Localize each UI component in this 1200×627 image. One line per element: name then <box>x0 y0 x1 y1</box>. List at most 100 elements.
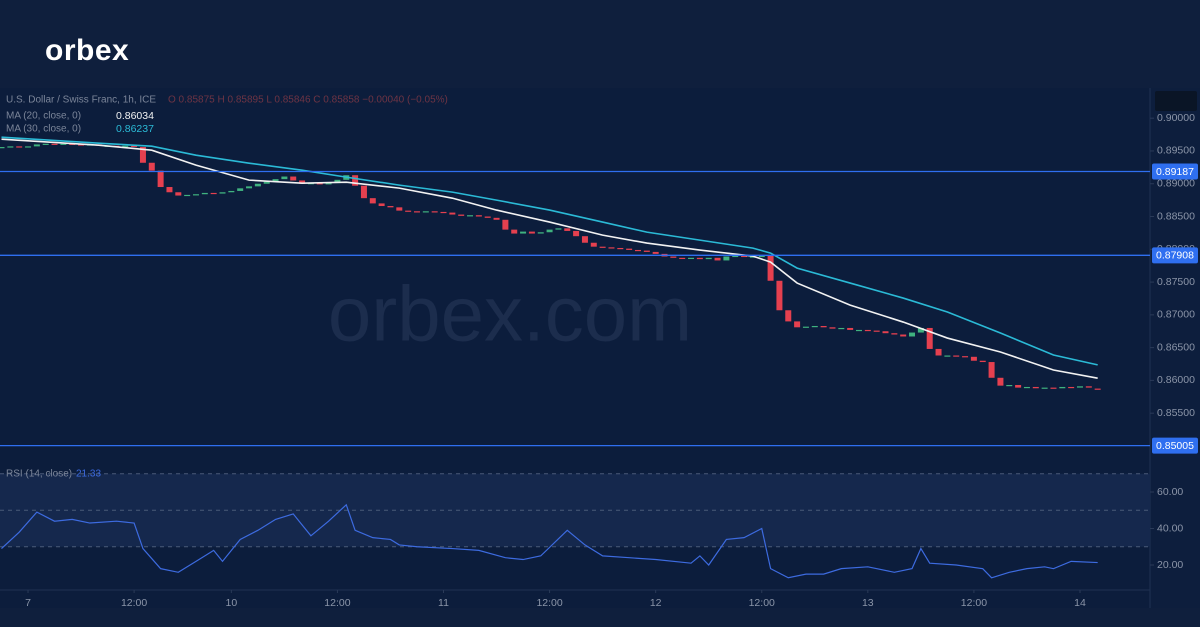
level-label: 0.87908 <box>1156 250 1194 262</box>
candle <box>16 146 23 148</box>
level-label: 0.85005 <box>1156 440 1194 452</box>
candle <box>33 144 40 147</box>
candle <box>599 246 606 248</box>
candle <box>1032 386 1039 389</box>
candle <box>1076 386 1083 388</box>
level-label-box <box>1152 437 1198 454</box>
candle <box>997 377 1004 386</box>
candle <box>944 355 951 357</box>
x-tick-label: 12:00 <box>749 597 775 609</box>
candle <box>42 143 49 145</box>
x-tick-label: 12:00 <box>121 597 147 609</box>
level-label-box <box>1152 247 1198 264</box>
candle <box>723 256 730 261</box>
candle <box>626 248 633 250</box>
y-tick-label: 0.85500 <box>1157 407 1195 419</box>
candle <box>396 207 403 211</box>
candle <box>484 216 491 218</box>
candle <box>25 146 32 148</box>
candle <box>475 215 482 217</box>
candle <box>696 257 703 260</box>
candle <box>838 327 845 330</box>
candle <box>1059 386 1066 389</box>
candle <box>440 211 447 214</box>
rsi-line <box>1 503 1098 579</box>
candle <box>590 242 597 247</box>
level-label-box <box>1152 163 1198 180</box>
logo: orbex <box>45 34 129 67</box>
candle <box>573 230 580 237</box>
candle <box>290 176 297 181</box>
candle <box>387 206 394 208</box>
candle <box>166 187 173 193</box>
candle <box>467 215 474 217</box>
candle <box>979 360 986 363</box>
candle <box>520 231 527 234</box>
candle <box>829 327 836 329</box>
candle <box>785 310 792 322</box>
y-tick-label: 60.00 <box>1157 486 1183 498</box>
candle <box>369 198 376 204</box>
candle <box>555 228 562 230</box>
candle <box>254 183 261 187</box>
candle <box>652 251 659 254</box>
candle <box>378 203 385 207</box>
y-tick-label: 40.00 <box>1157 522 1183 534</box>
candle <box>988 362 995 378</box>
candle <box>688 257 695 260</box>
candle <box>705 257 712 260</box>
legend-name: MA (20, close, 0) <box>6 111 81 122</box>
x-tick-label: 13 <box>862 597 874 609</box>
candle <box>449 212 456 215</box>
candle <box>873 330 880 332</box>
candle <box>228 190 235 193</box>
candle <box>1085 386 1092 388</box>
candle <box>1015 384 1022 388</box>
candle <box>776 280 783 311</box>
y-tick-label: 0.89000 <box>1157 178 1195 190</box>
y-tick-label: 0.88500 <box>1157 210 1195 222</box>
candle <box>741 255 748 258</box>
candle <box>864 329 871 332</box>
y-tick-label: 0.89500 <box>1157 145 1195 157</box>
candle <box>316 183 323 185</box>
y-tick-label: 0.90000 <box>1157 112 1195 124</box>
watermark: orbex.com <box>328 270 692 358</box>
candle <box>184 194 191 197</box>
candle <box>405 210 412 212</box>
candle <box>334 179 341 184</box>
candle <box>272 179 279 182</box>
candle <box>192 194 199 196</box>
candle <box>1006 384 1013 387</box>
candle <box>263 181 270 184</box>
y-tick-label: 0.87500 <box>1157 276 1195 288</box>
x-tick-label: 11 <box>438 597 449 609</box>
candle <box>422 211 429 213</box>
candle <box>175 192 182 196</box>
candle <box>246 186 253 189</box>
candle <box>1094 388 1101 390</box>
candle <box>882 331 889 334</box>
x-tick-label: 7 <box>25 597 31 609</box>
y-tick-label: 0.87000 <box>1157 309 1195 321</box>
candle <box>935 348 942 356</box>
legend-value: 0.86034 <box>116 110 154 122</box>
candle <box>767 255 774 281</box>
y-tick-label: 0.86000 <box>1157 374 1195 386</box>
candle <box>219 192 226 194</box>
candle <box>891 333 898 335</box>
candle <box>670 256 677 258</box>
x-tick-label: 10 <box>225 597 237 609</box>
x-tick-label: 12 <box>650 597 662 609</box>
candle <box>917 327 924 333</box>
candle <box>201 192 208 195</box>
candle <box>458 214 465 216</box>
candle <box>78 144 85 146</box>
candle <box>900 334 907 337</box>
candle <box>210 192 217 195</box>
ohlc-label: O 0.85875 H 0.85895 L 0.85846 C 0.85858 … <box>168 95 448 106</box>
candle <box>643 250 650 252</box>
y-tick-label: 20.00 <box>1157 559 1183 571</box>
